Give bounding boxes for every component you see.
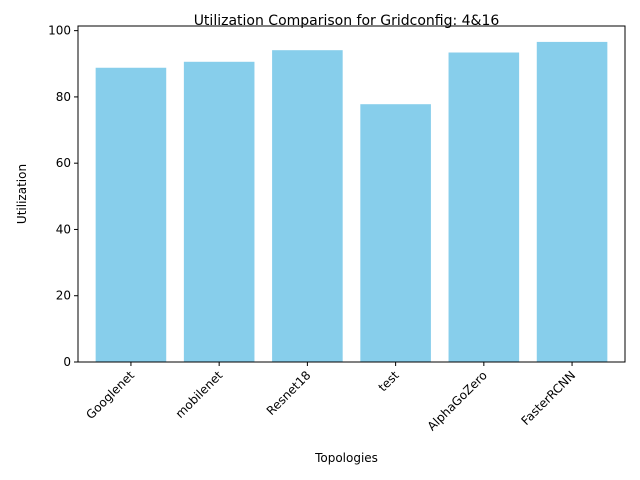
y-axis-label: Utilization (15, 164, 29, 224)
y-axis-ticks: 0 20 40 60 80 100 (48, 24, 78, 369)
bar-alphagozero (448, 52, 520, 362)
x-tick-label: mobilenet (173, 368, 226, 421)
y-tick-label: 40 (56, 222, 71, 236)
x-tick-label: Googlenet (83, 368, 137, 422)
y-tick-label: 0 (63, 355, 71, 369)
plot-frame (77, 25, 626, 363)
bar-fasterrcnn (536, 41, 608, 362)
bar-test (360, 104, 431, 363)
x-axis-label: Topologies (314, 451, 378, 465)
x-tick-label: test (376, 368, 402, 394)
bars-group (95, 41, 608, 363)
y-tick-label: 100 (48, 24, 71, 38)
y-tick-label: 20 (56, 289, 71, 303)
chart-title: Utilization Comparison for Gridconfig: 4… (194, 13, 500, 29)
bar-googlenet (95, 67, 167, 363)
y-tick-label: 60 (56, 156, 71, 170)
y-tick-label: 80 (56, 90, 71, 104)
bar-mobilenet (183, 61, 255, 362)
x-axis-ticks: Googlenet mobilenet Resnet18 test AlphaGoZer… (83, 362, 578, 434)
x-tick-label: Resnet18 (264, 368, 314, 418)
x-tick-label: FasterRCNN (518, 368, 578, 428)
x-tick-label: AlphaGoZero (425, 368, 490, 433)
bar-resnet18 (272, 50, 343, 362)
